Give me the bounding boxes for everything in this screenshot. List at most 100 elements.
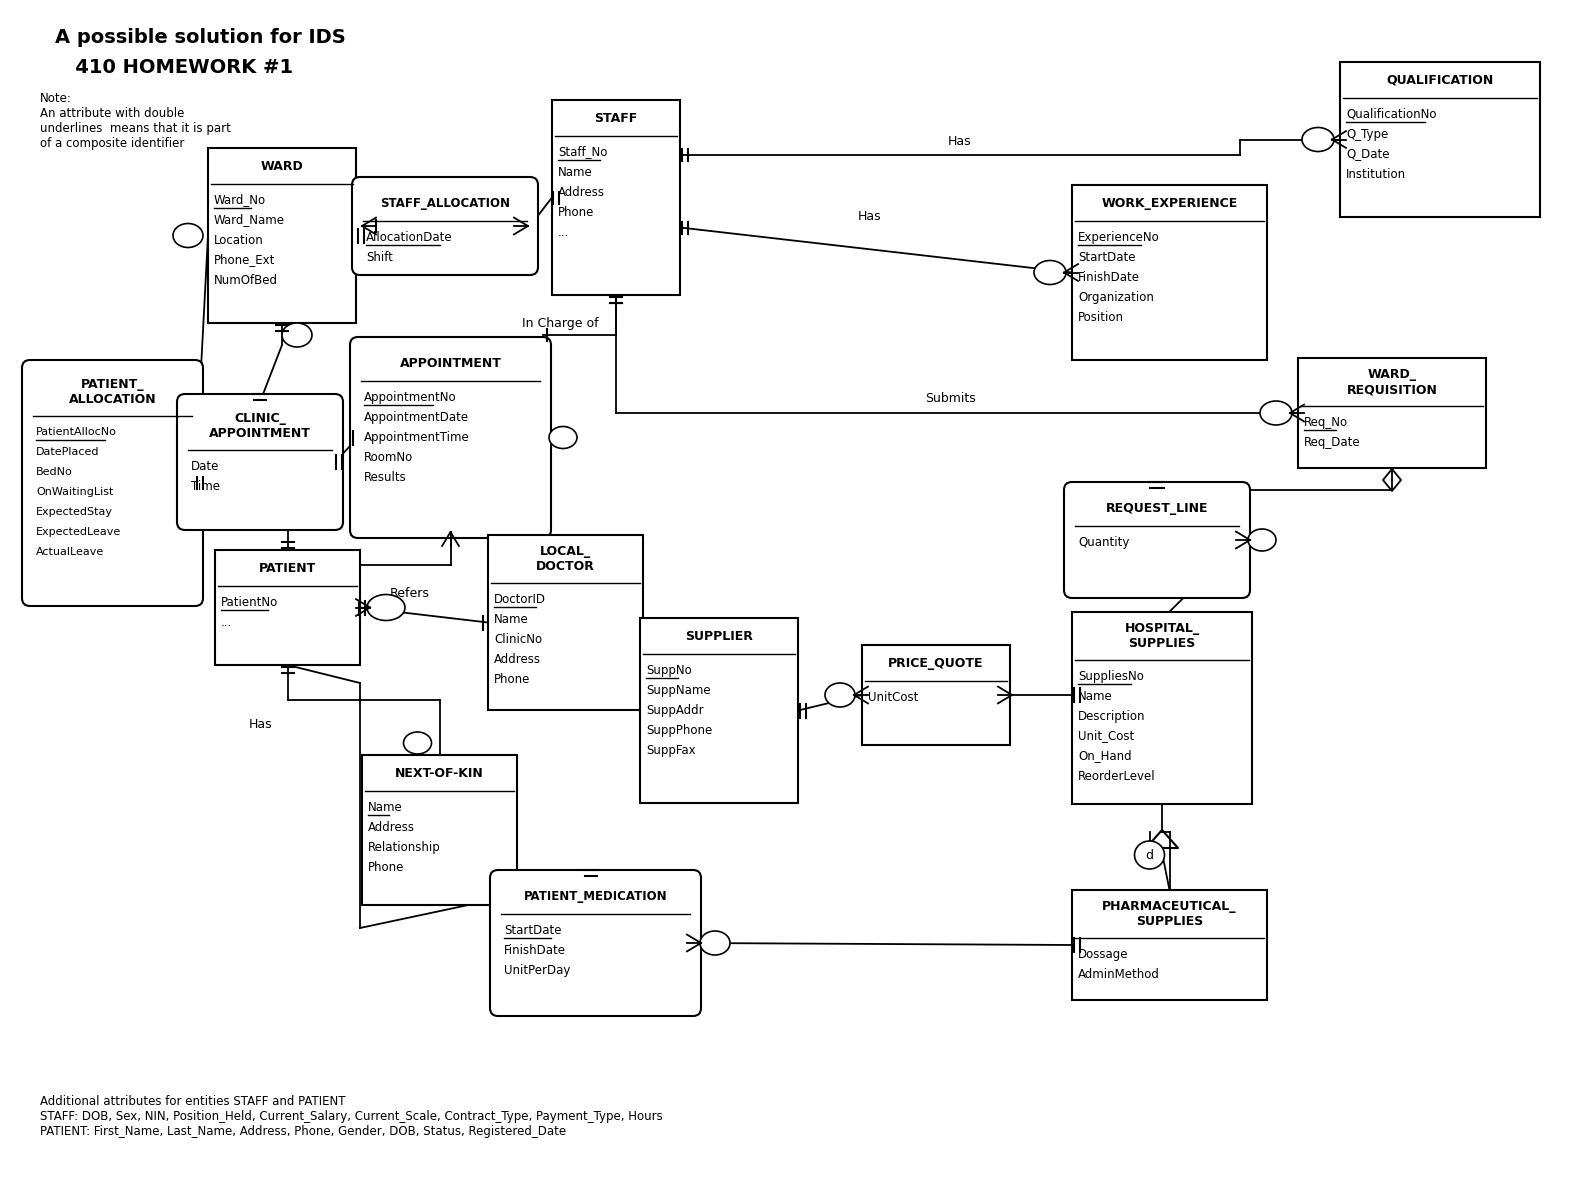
Text: In Charge of: In Charge of <box>522 317 598 330</box>
FancyBboxPatch shape <box>350 337 552 538</box>
Text: Q_Type: Q_Type <box>1347 128 1388 141</box>
Text: Note:
An attribute with double
underlines  means that it is part
of a composite : Note: An attribute with double underline… <box>40 92 231 150</box>
Text: QualificationNo: QualificationNo <box>1347 108 1436 121</box>
Text: Submits: Submits <box>925 392 975 405</box>
Text: Position: Position <box>1078 310 1124 323</box>
Text: FinishDate: FinishDate <box>1078 271 1140 284</box>
Text: Has: Has <box>948 135 971 148</box>
Text: SuppName: SuppName <box>646 684 711 697</box>
Text: DatePlaced: DatePlaced <box>37 447 100 457</box>
Text: BedNo: BedNo <box>37 467 73 477</box>
Bar <box>208 148 356 323</box>
Text: PatientNo: PatientNo <box>221 595 278 608</box>
Ellipse shape <box>173 224 204 247</box>
Text: Address: Address <box>558 186 606 199</box>
Text: PatientAllocNo: PatientAllocNo <box>37 427 118 437</box>
Text: Institution: Institution <box>1347 168 1406 181</box>
Text: STAFF_ALLOCATION: STAFF_ALLOCATION <box>380 196 510 209</box>
Text: Name: Name <box>367 801 402 814</box>
Text: Date: Date <box>191 459 219 472</box>
Ellipse shape <box>1135 841 1164 870</box>
Text: AppointmentNo: AppointmentNo <box>364 390 456 403</box>
Text: SuppNo: SuppNo <box>646 664 692 677</box>
Text: Has: Has <box>250 718 272 731</box>
FancyBboxPatch shape <box>1064 481 1250 597</box>
Text: PHARMACEUTICAL_
SUPPLIES: PHARMACEUTICAL_ SUPPLIES <box>1102 900 1237 927</box>
Text: Staff_No: Staff_No <box>558 146 607 159</box>
Text: ...: ... <box>221 615 232 628</box>
Text: WORK_EXPERIENCE: WORK_EXPERIENCE <box>1102 196 1237 209</box>
Text: AllocationDate: AllocationDate <box>366 231 453 244</box>
Ellipse shape <box>1034 260 1065 284</box>
Ellipse shape <box>549 427 577 448</box>
Text: Has: Has <box>859 209 882 222</box>
Text: LOCAL_
DOCTOR: LOCAL_ DOCTOR <box>536 545 595 573</box>
Text: UnitCost: UnitCost <box>868 691 919 704</box>
Bar <box>552 101 681 295</box>
Ellipse shape <box>281 323 312 347</box>
Text: CLINIC_
APPOINTMENT: CLINIC_ APPOINTMENT <box>208 412 312 440</box>
FancyBboxPatch shape <box>22 360 204 606</box>
Ellipse shape <box>367 595 405 621</box>
Text: AppointmentDate: AppointmentDate <box>364 411 469 424</box>
Text: REQUEST_LINE: REQUEST_LINE <box>1105 502 1208 515</box>
Text: Name: Name <box>1078 690 1113 703</box>
Text: Address: Address <box>367 821 415 834</box>
Text: Relationship: Relationship <box>367 840 440 853</box>
Text: Time: Time <box>191 479 219 492</box>
Text: Address: Address <box>494 653 541 666</box>
Text: Refers: Refers <box>390 587 429 600</box>
Text: QUALIFICATION: QUALIFICATION <box>1386 73 1493 86</box>
Text: WARD_
REQUISITION: WARD_ REQUISITION <box>1347 368 1437 396</box>
Text: NumOfBed: NumOfBed <box>215 273 278 286</box>
Bar <box>1072 612 1251 804</box>
Text: Location: Location <box>215 233 264 246</box>
Text: Phone: Phone <box>494 672 531 685</box>
Text: OnWaitingList: OnWaitingList <box>37 487 113 497</box>
Text: PATIENT_
ALLOCATION: PATIENT_ ALLOCATION <box>68 379 156 406</box>
Text: STAFF: STAFF <box>595 111 638 124</box>
Text: ClinicNo: ClinicNo <box>494 633 542 646</box>
Text: ...: ... <box>558 226 569 239</box>
Text: APPOINTMENT: APPOINTMENT <box>399 356 501 369</box>
Text: StartDate: StartDate <box>1078 251 1135 264</box>
FancyBboxPatch shape <box>490 870 701 1016</box>
Text: Req_No: Req_No <box>1304 415 1348 428</box>
Text: AdminMethod: AdminMethod <box>1078 968 1159 981</box>
Text: AppointmentTime: AppointmentTime <box>364 431 469 444</box>
Text: 410 HOMEWORK #1: 410 HOMEWORK #1 <box>56 58 293 77</box>
Bar <box>215 550 359 665</box>
Text: Description: Description <box>1078 710 1145 723</box>
Text: FinishDate: FinishDate <box>504 944 566 957</box>
Text: SuppPhone: SuppPhone <box>646 724 712 737</box>
Text: SuppFax: SuppFax <box>646 743 696 756</box>
Bar <box>1340 62 1541 216</box>
Text: ExperienceNo: ExperienceNo <box>1078 231 1159 244</box>
Text: PATIENT: PATIENT <box>259 562 316 575</box>
Text: Name: Name <box>558 166 593 179</box>
Text: Phone: Phone <box>558 206 595 219</box>
Text: UnitPerDay: UnitPerDay <box>504 963 571 976</box>
Text: Req_Date: Req_Date <box>1304 435 1361 448</box>
Text: PATIENT_MEDICATION: PATIENT_MEDICATION <box>523 890 668 903</box>
Text: d: d <box>1145 848 1153 861</box>
Bar <box>1297 358 1487 468</box>
Text: Phone: Phone <box>367 860 404 873</box>
Text: HOSPITAL_
SUPPLIES: HOSPITAL_ SUPPLIES <box>1124 622 1199 649</box>
Text: Phone_Ext: Phone_Ext <box>215 253 275 266</box>
Text: ActualLeave: ActualLeave <box>37 547 105 557</box>
Text: Additional attributes for entities STAFF and PATIENT
STAFF: DOB, Sex, NIN, Posit: Additional attributes for entities STAFF… <box>40 1095 663 1138</box>
Text: NEXT-OF-KIN: NEXT-OF-KIN <box>396 767 483 780</box>
Text: DoctorID: DoctorID <box>494 593 545 606</box>
Text: Ward_No: Ward_No <box>215 194 266 207</box>
Text: RoomNo: RoomNo <box>364 451 413 464</box>
Text: Unit_Cost: Unit_Cost <box>1078 730 1134 743</box>
Text: On_Hand: On_Hand <box>1078 750 1132 763</box>
Bar <box>488 535 642 710</box>
Text: A possible solution for IDS: A possible solution for IDS <box>56 28 345 47</box>
Text: Ward_Name: Ward_Name <box>215 213 285 226</box>
Text: SuppAddr: SuppAddr <box>646 704 704 717</box>
Ellipse shape <box>404 732 431 754</box>
FancyBboxPatch shape <box>351 177 537 274</box>
Text: Name: Name <box>494 613 529 626</box>
